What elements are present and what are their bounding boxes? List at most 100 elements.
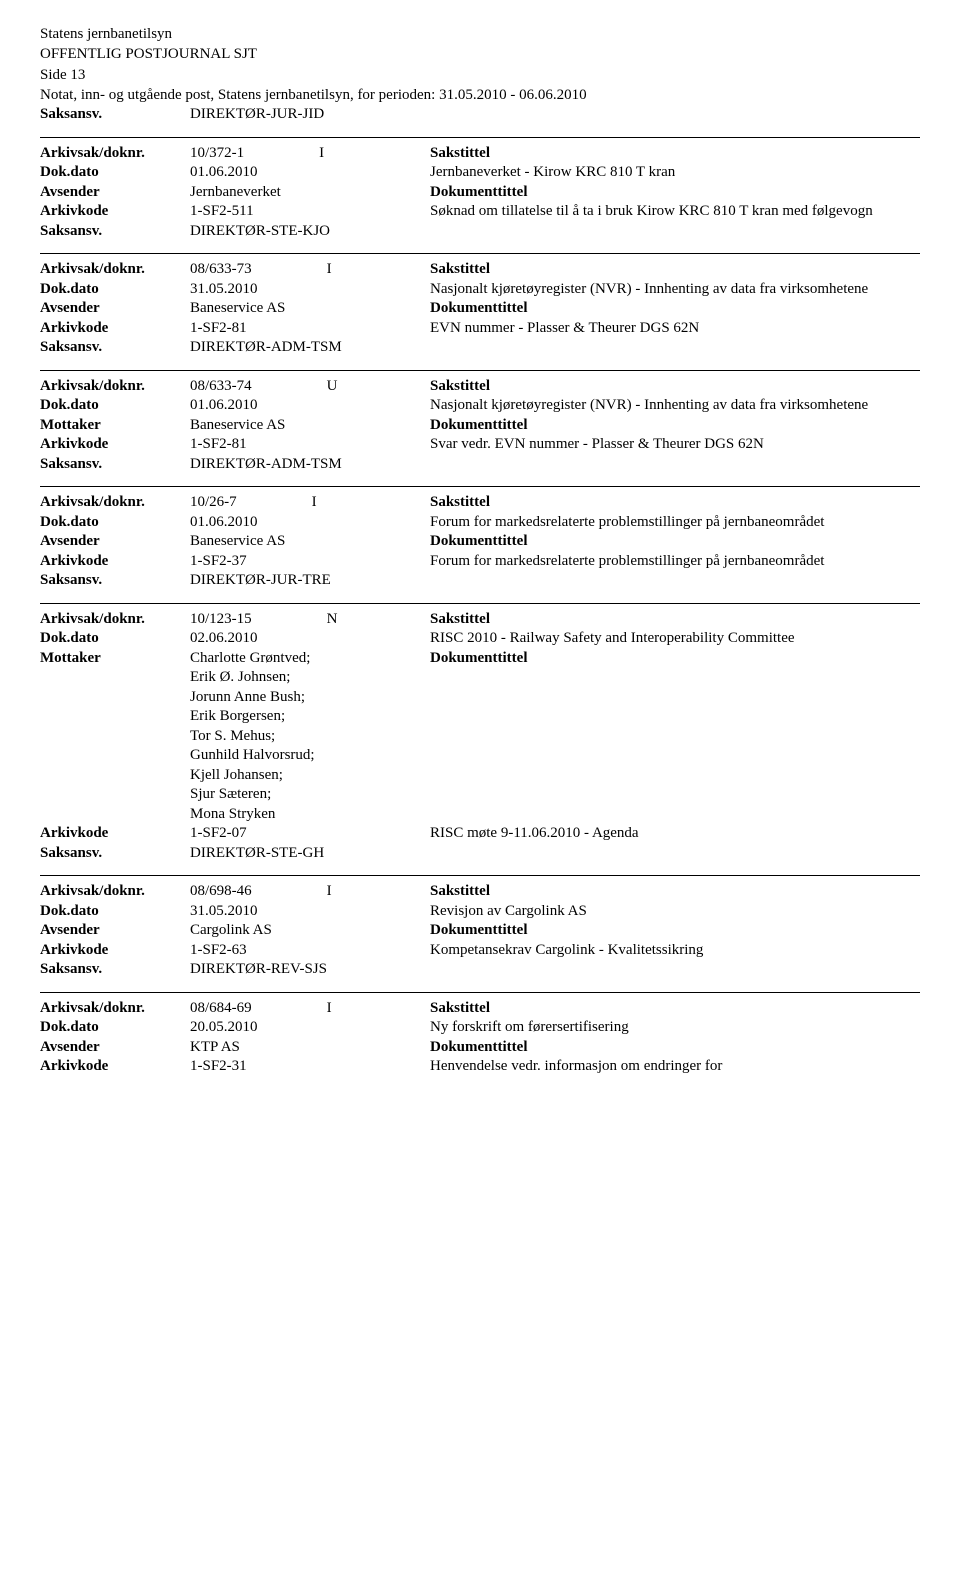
journal-line: OFFENTLIG POSTJOURNAL SJT xyxy=(40,44,920,64)
saksansv-value: DIREKTØR-ADM-TSM xyxy=(190,455,430,475)
party-value: Baneservice AS xyxy=(190,532,430,552)
arkivsak-value: 10/26-7 I xyxy=(190,493,430,513)
party-label: Avsender xyxy=(40,299,190,319)
arkivkode-label: Arkivkode xyxy=(40,941,190,961)
dokdato-value: 01.06.2010 xyxy=(190,163,430,183)
sakstittel-label: Sakstittel xyxy=(430,999,920,1019)
arkivsak-value: 08/698-46 I xyxy=(190,882,430,902)
top-saksansv-value: DIREKTØR-JUR-JID xyxy=(190,105,430,125)
dokumenttittel-label: Dokumenttittel xyxy=(430,1039,528,1055)
note-line: Notat, inn- og utgående post, Statens je… xyxy=(40,85,920,105)
saksansv-label: Saksansv. xyxy=(40,222,190,242)
arkivsak-label: Arkivsak/doknr. xyxy=(40,260,190,280)
arkivkode-label: Arkivkode xyxy=(40,319,190,339)
party-cont-label xyxy=(40,746,190,766)
dokdato-label: Dok.dato xyxy=(40,396,190,416)
saksansv-value: DIREKTØR-REV-SJS xyxy=(190,960,430,980)
dokdato-label: Dok.dato xyxy=(40,902,190,922)
arkivsak-value: 08/633-73 I xyxy=(190,260,430,280)
org-line: Statens jernbanetilsyn xyxy=(40,24,920,44)
dokdato-label: Dok.dato xyxy=(40,513,190,533)
saksansv-label: Saksansv. xyxy=(40,844,190,864)
dokumenttittel-label: Dokumenttittel xyxy=(430,922,528,938)
journal-entry: Arkivsak/doknr. 10/26-7 I Sakstittel Dok… xyxy=(40,486,920,601)
party-cont-label xyxy=(40,727,190,747)
dokumenttittel-label: Dokumenttittel xyxy=(430,533,528,549)
saksansv-label: Saksansv. xyxy=(40,338,190,358)
arkivkode-label: Arkivkode xyxy=(40,202,190,222)
arkivsak-value: 08/684-69 I xyxy=(190,999,430,1019)
arkivkode-value: 1-SF2-511 xyxy=(190,202,430,222)
party-cont-value: Tor S. Mehus; xyxy=(190,727,430,747)
party-label: Avsender xyxy=(40,532,190,552)
saksansv-label: Saksansv. xyxy=(40,455,190,475)
sakstittel-text: Jernbaneverket - Kirow KRC 810 T kran xyxy=(430,164,675,180)
sakstittel-text: Ny forskrift om førersertifisering xyxy=(430,1019,629,1035)
saksansv-label: Saksansv. xyxy=(40,571,190,591)
dokdato-label: Dok.dato xyxy=(40,280,190,300)
sakstittel-label: Sakstittel xyxy=(430,144,920,164)
sakstittel-label: Sakstittel xyxy=(430,882,920,902)
arkivkode-value: 1-SF2-31 xyxy=(190,1057,430,1077)
party-cont-label xyxy=(40,805,190,825)
arkivsak-label: Arkivsak/doknr. xyxy=(40,144,190,164)
journal-entry: Arkivsak/doknr. 10/372-1 I Sakstittel Do… xyxy=(40,137,920,252)
sakstittel-label: Sakstittel xyxy=(430,493,920,513)
arkivkode-label: Arkivkode xyxy=(40,824,190,844)
journal-entry: Arkivsak/doknr. 08/684-69 I Sakstittel D… xyxy=(40,992,920,1087)
sakstittel-label: Sakstittel xyxy=(430,260,920,280)
party-value: Baneservice AS xyxy=(190,299,430,319)
party-cont-label xyxy=(40,688,190,708)
arkivsak-value: 10/372-1 I xyxy=(190,144,430,164)
arkivsak-value: 10/123-15 N xyxy=(190,610,430,630)
top-saksansv-row: Saksansv. DIREKTØR-JUR-JID xyxy=(40,105,920,135)
arkivkode-value: 1-SF2-81 xyxy=(190,435,430,455)
dokdato-label: Dok.dato xyxy=(40,1018,190,1038)
party-cont-label xyxy=(40,668,190,688)
dokumenttittel-label: Dokumenttittel xyxy=(430,184,528,200)
party-cont-value: Sjur Sæteren; xyxy=(190,785,430,805)
arkivkode-label: Arkivkode xyxy=(40,552,190,572)
sakstittel-text: Forum for markedsrelaterte problemstilli… xyxy=(430,514,824,530)
side-line: Side 13 xyxy=(40,65,920,85)
party-cont-value: Gunhild Halvorsrud; xyxy=(190,746,430,766)
saksansv-label: Saksansv. xyxy=(40,960,190,980)
sakstittel-text: RISC 2010 - Railway Safety and Interoper… xyxy=(430,630,795,646)
saksansv-value: DIREKTØR-STE-GH xyxy=(190,844,430,864)
journal-entry: Arkivsak/doknr. 08/633-74 U Sakstittel D… xyxy=(40,370,920,485)
party-cont-value: Jorunn Anne Bush; xyxy=(190,688,430,708)
party-value: Charlotte Grøntved; xyxy=(190,649,430,669)
saksansv-value: DIREKTØR-ADM-TSM xyxy=(190,338,430,358)
arkivkode-value: 1-SF2-81 xyxy=(190,319,430,339)
dokdato-value: 01.06.2010 xyxy=(190,396,430,416)
dokumenttittel-label: Dokumenttittel xyxy=(430,300,528,316)
sakstittel-text: Nasjonalt kjøretøyregister (NVR) - Innhe… xyxy=(430,397,868,413)
dokumenttittel-label: Dokumenttittel xyxy=(430,650,528,666)
saksansv-label: Saksansv. xyxy=(40,105,190,125)
sakstittel-text: Nasjonalt kjøretøyregister (NVR) - Innhe… xyxy=(430,281,868,297)
arkivkode-label: Arkivkode xyxy=(40,435,190,455)
dokumenttittel-text: Svar vedr. EVN nummer - Plasser & Theure… xyxy=(430,436,764,452)
party-cont-value: Kjell Johansen; xyxy=(190,766,430,786)
party-cont-value: Erik Borgersen; xyxy=(190,707,430,727)
party-label: Avsender xyxy=(40,183,190,203)
arkivsak-label: Arkivsak/doknr. xyxy=(40,882,190,902)
party-value: Baneservice AS xyxy=(190,416,430,436)
sakstittel-label: Sakstittel xyxy=(430,377,920,397)
dokdato-value: 31.05.2010 xyxy=(190,902,430,922)
arkivsak-label: Arkivsak/doknr. xyxy=(40,377,190,397)
party-label: Mottaker xyxy=(40,649,190,669)
dokumenttittel-text: Kompetansekrav Cargolink - Kvalitetssikr… xyxy=(430,942,703,958)
party-value: KTP AS xyxy=(190,1038,430,1058)
arkivsak-value: 08/633-74 U xyxy=(190,377,430,397)
party-value: Cargolink AS xyxy=(190,921,430,941)
party-cont-value: Mona Stryken xyxy=(190,805,430,825)
page-header: Statens jernbanetilsyn OFFENTLIG POSTJOU… xyxy=(40,24,920,105)
party-label: Avsender xyxy=(40,921,190,941)
sakstittel-text: Revisjon av Cargolink AS xyxy=(430,903,587,919)
dokumenttittel-text: EVN nummer - Plasser & Theurer DGS 62N xyxy=(430,320,699,336)
party-cont-label xyxy=(40,785,190,805)
party-cont-label xyxy=(40,766,190,786)
dokdato-label: Dok.dato xyxy=(40,629,190,649)
dokumenttittel-text: Søknad om tillatelse til å ta i bruk Kir… xyxy=(430,203,873,219)
